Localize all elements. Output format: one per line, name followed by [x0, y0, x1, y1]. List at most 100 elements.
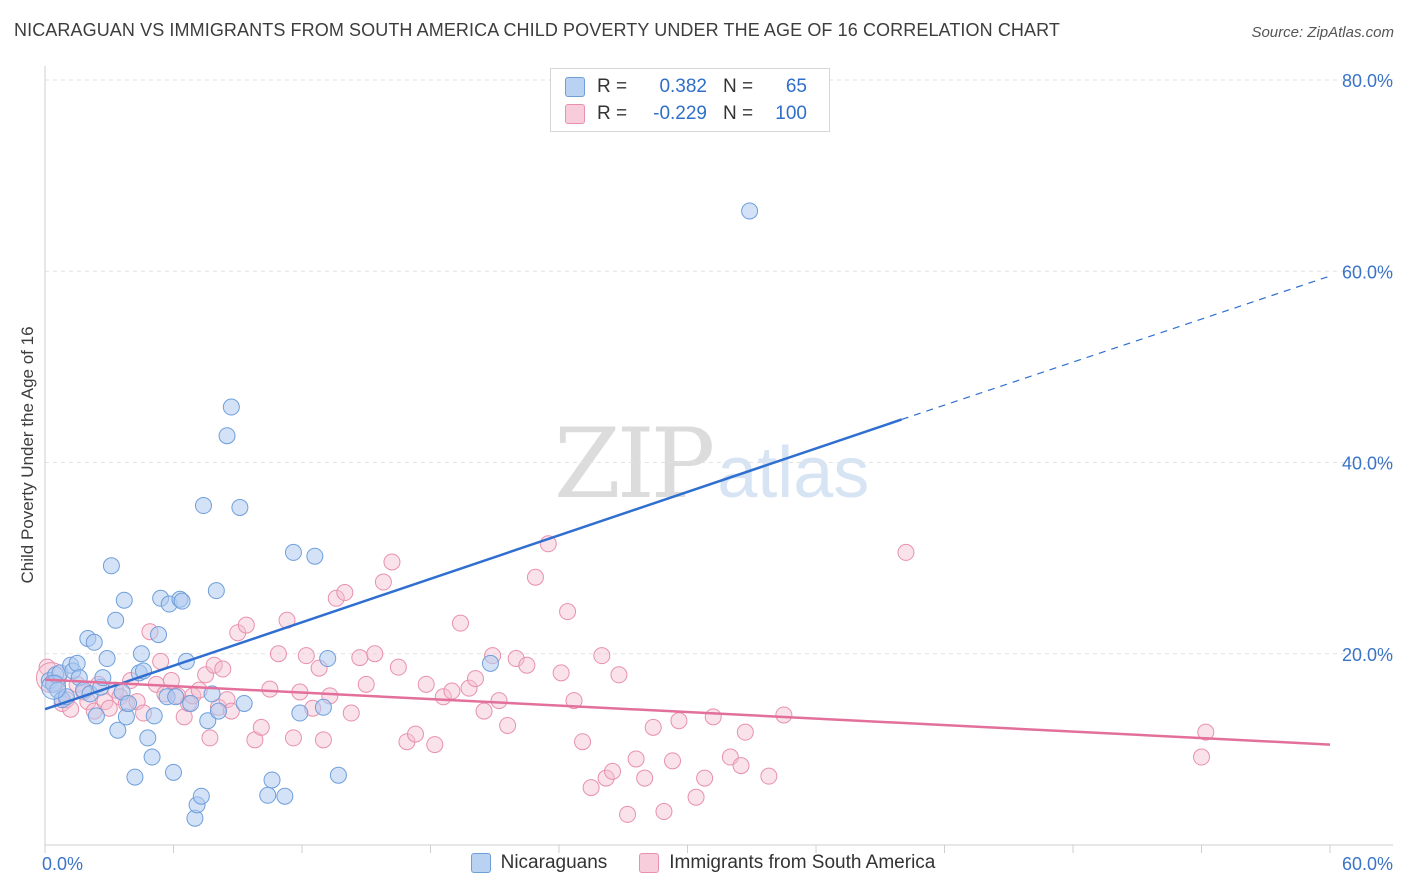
trend-line-nicaraguans-extension: [901, 275, 1331, 421]
data-point-immigrants: [619, 805, 637, 823]
source-label: Source: ZipAtlas.com: [1251, 24, 1394, 41]
data-point-immigrants: [670, 712, 688, 730]
data-point-nicaraguans: [276, 787, 294, 805]
data-point-immigrants: [389, 658, 407, 676]
data-point-nicaraguans: [329, 766, 347, 784]
legend-label-immigrants: Immigrants from South America: [669, 852, 936, 873]
data-point-nicaraguans: [209, 702, 227, 720]
data-point-immigrants: [644, 718, 662, 736]
data-point-nicaraguans: [165, 763, 182, 781]
legend-item-nicaraguans[interactable]: Nicaraguans: [470, 852, 607, 874]
data-point-immigrants: [426, 736, 444, 754]
data-point-nicaraguans: [203, 685, 221, 703]
data-point-immigrants: [518, 656, 536, 674]
legend-n-label: N =: [723, 76, 754, 97]
legend-swatch-blue: [565, 77, 585, 97]
data-point-nicaraguans: [741, 202, 759, 220]
data-point-immigrants: [1193, 748, 1210, 766]
trend-line-immigrants: [44, 678, 1331, 746]
data-point-immigrants: [407, 725, 425, 743]
data-point-nicaraguans: [481, 654, 499, 672]
tick-labels: 20.0% 40.0% 60.0% 80.0% 0.0% 60.0%: [42, 71, 1393, 874]
watermark-zip: ZIP: [554, 408, 715, 520]
data-point-nicaraguans: [259, 786, 277, 804]
data-point-immigrants: [269, 645, 287, 663]
data-point-immigrants: [197, 666, 215, 684]
legend-n-value: 65: [785, 76, 807, 97]
data-point-immigrants: [775, 706, 793, 724]
axes: [44, 66, 1393, 853]
series-nicaraguans-points: [40, 202, 759, 827]
data-point-immigrants: [466, 670, 484, 688]
data-point-nicaraguans: [143, 748, 161, 766]
data-point-immigrants: [490, 692, 508, 710]
chart-title: NICARAGUAN VS IMMIGRANTS FROM SOUTH AMER…: [14, 20, 1060, 40]
data-point-immigrants: [100, 699, 118, 717]
y-tick-label: 80.0%: [1342, 71, 1393, 91]
data-point-nicaraguans: [263, 771, 281, 789]
data-point-nicaraguans: [173, 592, 191, 610]
legend-n-value: 100: [775, 103, 807, 124]
legend-swatch-pink: [565, 104, 585, 124]
data-point-nicaraguans: [139, 729, 157, 747]
data-point-immigrants: [655, 803, 673, 821]
data-point-immigrants: [526, 568, 544, 586]
data-point-nicaraguans: [109, 721, 127, 739]
data-point-nicaraguans: [284, 543, 302, 561]
x-tick-label-min: 0.0%: [42, 854, 83, 874]
data-point-nicaraguans: [102, 557, 120, 575]
data-point-nicaraguans: [314, 698, 332, 716]
data-point-nicaraguans: [98, 650, 116, 668]
series-immigrants-points: [35, 535, 1215, 823]
data-point-immigrants: [460, 679, 478, 697]
data-point-nicaraguans: [150, 626, 168, 644]
legend-r-label: R =: [597, 76, 628, 97]
data-point-immigrants: [374, 573, 392, 591]
data-point-immigrants: [443, 682, 461, 700]
data-point-immigrants: [297, 647, 315, 665]
legend-r-value: -0.229: [653, 103, 707, 124]
data-point-immigrants: [565, 692, 583, 710]
data-point-immigrants: [336, 584, 354, 602]
data-point-nicaraguans: [68, 654, 86, 672]
trend-lines: [44, 275, 1331, 746]
data-point-immigrants: [218, 691, 236, 709]
data-point-nicaraguans: [192, 787, 210, 805]
data-point-immigrants: [593, 647, 611, 665]
legend-item-immigrants[interactable]: Immigrants from South America: [639, 852, 935, 874]
data-point-nicaraguans: [291, 704, 309, 722]
series-legend: Nicaraguans Immigrants from South Americ…: [0, 852, 1406, 874]
data-point-immigrants: [582, 779, 600, 797]
data-point-immigrants: [417, 675, 435, 693]
data-point-immigrants: [201, 729, 219, 747]
data-point-immigrants: [559, 603, 577, 621]
data-point-immigrants: [736, 723, 754, 741]
data-point-immigrants: [610, 666, 628, 684]
data-point-nicaraguans: [222, 398, 240, 416]
data-point-immigrants: [475, 702, 493, 720]
gridlines: [45, 79, 1393, 655]
data-point-immigrants: [760, 767, 778, 785]
data-point-immigrants: [383, 553, 401, 571]
data-point-immigrants: [214, 660, 232, 678]
correlation-legend: R = 0.382 N = 65 R = -0.229 N = 100: [550, 68, 830, 132]
data-point-immigrants: [696, 769, 714, 787]
legend-row-nicaraguans: R = 0.382 N = 65: [565, 75, 807, 99]
data-point-nicaraguans: [132, 645, 150, 663]
trend-line-nicaraguans: [44, 418, 903, 711]
data-point-immigrants: [604, 762, 622, 780]
data-point-immigrants: [597, 769, 615, 787]
data-point-immigrants: [205, 656, 223, 674]
data-point-nicaraguans: [87, 707, 105, 725]
data-point-immigrants: [704, 708, 722, 726]
data-point-nicaraguans: [218, 427, 236, 445]
data-point-nicaraguans: [194, 497, 212, 515]
y-tick-label: 60.0%: [1342, 262, 1393, 282]
legend-n-label: N =: [723, 103, 754, 124]
y-tick-label: 40.0%: [1342, 454, 1393, 474]
data-point-nicaraguans: [231, 498, 249, 516]
data-point-immigrants: [687, 788, 705, 806]
data-point-immigrants: [366, 645, 384, 663]
data-point-immigrants: [284, 729, 302, 747]
